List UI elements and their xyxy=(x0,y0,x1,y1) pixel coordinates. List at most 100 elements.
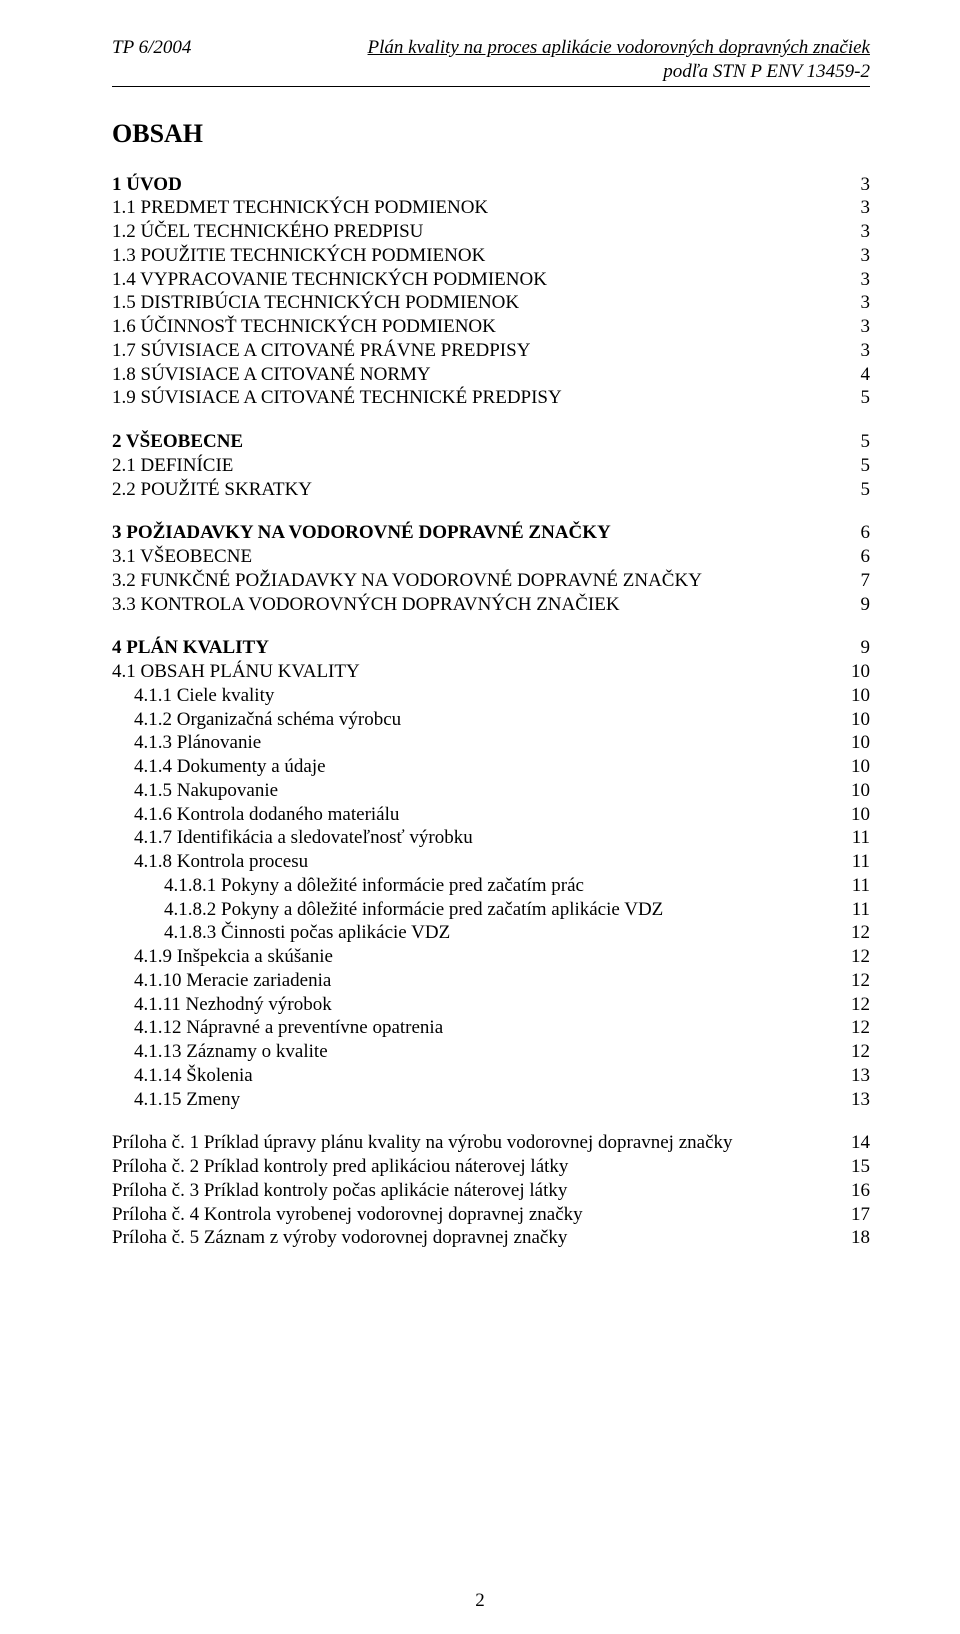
toc-row: 1.2 ÚČEL TECHNICKÉHO PREDPISU3 xyxy=(112,220,870,244)
toc-label: 4.1.6 Kontrola dodaného materiálu xyxy=(112,803,830,827)
toc-page: 11 xyxy=(830,826,870,850)
toc-page: 4 xyxy=(830,363,870,387)
toc-row: 4.1.13 Záznamy o kvalite12 xyxy=(112,1040,870,1064)
toc-row: 4.1.11 Nezhodný výrobok12 xyxy=(112,993,870,1017)
toc-page: 12 xyxy=(830,993,870,1017)
toc-row: 4.1.7 Identifikácia a sledovateľnosť výr… xyxy=(112,826,870,850)
toc-label: 1.9 SÚVISIACE A CITOVANÉ TECHNICKÉ PREDP… xyxy=(112,386,830,410)
toc-label: 3.3 KONTROLA VODOROVNÝCH DOPRAVNÝCH ZNAČ… xyxy=(112,593,830,617)
toc-row: 4.1 OBSAH PLÁNU KVALITY10 xyxy=(112,660,870,684)
toc-label: 4.1.10 Meracie zariadenia xyxy=(112,969,830,993)
appendix-page: 17 xyxy=(830,1203,870,1227)
appendix-label: Príloha č. 5 Záznam z výroby vodorovnej … xyxy=(112,1226,830,1250)
appendix-row: Príloha č. 3 Príklad kontroly počas apli… xyxy=(112,1179,870,1203)
toc-block: 2 VŠEOBECNE52.1 DEFINÍCIE52.2 POUŽITÉ SK… xyxy=(112,430,870,501)
appendix-label: Príloha č. 1 Príklad úpravy plánu kvalit… xyxy=(112,1131,830,1155)
toc-label: 2.1 DEFINÍCIE xyxy=(112,454,830,478)
toc-page: 10 xyxy=(830,731,870,755)
toc-row: 4.1.8.2 Pokyny a dôležité informácie pre… xyxy=(112,898,870,922)
toc-row: 4.1.3 Plánovanie10 xyxy=(112,731,870,755)
toc-label: 4.1.13 Záznamy o kvalite xyxy=(112,1040,830,1064)
toc-row: 1.6 ÚČINNOSŤ TECHNICKÝCH PODMIENOK3 xyxy=(112,315,870,339)
toc-row: 1.9 SÚVISIACE A CITOVANÉ TECHNICKÉ PREDP… xyxy=(112,386,870,410)
toc-label: 4.1.3 Plánovanie xyxy=(112,731,830,755)
toc-label: 4.1.2 Organizačná schéma výrobcu xyxy=(112,708,830,732)
toc-label: 3.1 VŠEOBECNE xyxy=(112,545,830,569)
toc-row: 1.3 POUŽITIE TECHNICKÝCH PODMIENOK3 xyxy=(112,244,870,268)
toc-page: 3 xyxy=(830,339,870,363)
appendix-label: Príloha č. 2 Príklad kontroly pred aplik… xyxy=(112,1155,830,1179)
toc-label: 4.1.15 Zmeny xyxy=(112,1088,830,1112)
toc-row: 4.1.5 Nakupovanie10 xyxy=(112,779,870,803)
toc-row: 4.1.1 Ciele kvality10 xyxy=(112,684,870,708)
header-right-line1: Plán kvality na proces aplikácie vodorov… xyxy=(368,36,870,60)
toc-page: 10 xyxy=(830,708,870,732)
toc-title: OBSAH xyxy=(112,119,870,149)
toc-row: 3.1 VŠEOBECNE6 xyxy=(112,545,870,569)
toc-row: 1.8 SÚVISIACE A CITOVANÉ NORMY4 xyxy=(112,363,870,387)
toc-block: 3 POŽIADAVKY NA VODOROVNÉ DOPRAVNÉ ZNAČK… xyxy=(112,521,870,616)
toc-label: 4.1.8.3 Činnosti počas aplikácie VDZ xyxy=(112,921,830,945)
toc-row: 4.1.9 Inšpekcia a skúšanie12 xyxy=(112,945,870,969)
toc-page: 3 xyxy=(830,196,870,220)
appendix-row: Príloha č. 4 Kontrola vyrobenej vodorovn… xyxy=(112,1203,870,1227)
toc-label: 1 ÚVOD xyxy=(112,173,830,197)
toc-label: 1.7 SÚVISIACE A CITOVANÉ PRÁVNE PREDPISY xyxy=(112,339,830,363)
toc-container: 1 ÚVOD31.1 PREDMET TECHNICKÝCH PODMIENOK… xyxy=(112,173,870,1112)
appendix-page: 18 xyxy=(830,1226,870,1250)
toc-page: 5 xyxy=(830,430,870,454)
toc-page: 9 xyxy=(830,636,870,660)
toc-row: 4.1.12 Nápravné a preventívne opatrenia1… xyxy=(112,1016,870,1040)
toc-row: 2.1 DEFINÍCIE5 xyxy=(112,454,870,478)
toc-label: 2 VŠEOBECNE xyxy=(112,430,830,454)
toc-row: 4.1.15 Zmeny13 xyxy=(112,1088,870,1112)
toc-label: 1.5 DISTRIBÚCIA TECHNICKÝCH PODMIENOK xyxy=(112,291,830,315)
toc-page: 12 xyxy=(830,1016,870,1040)
toc-row: 1.5 DISTRIBÚCIA TECHNICKÝCH PODMIENOK3 xyxy=(112,291,870,315)
appendix-page: 15 xyxy=(830,1155,870,1179)
appendix-row: Príloha č. 2 Príklad kontroly pred aplik… xyxy=(112,1155,870,1179)
toc-row: 3.3 KONTROLA VODOROVNÝCH DOPRAVNÝCH ZNAČ… xyxy=(112,593,870,617)
toc-label: 1.6 ÚČINNOSŤ TECHNICKÝCH PODMIENOK xyxy=(112,315,830,339)
toc-page: 5 xyxy=(830,386,870,410)
toc-label: 4.1.8.2 Pokyny a dôležité informácie pre… xyxy=(112,898,830,922)
appendix-row: Príloha č. 1 Príklad úpravy plánu kvalit… xyxy=(112,1131,870,1155)
toc-row: 1 ÚVOD3 xyxy=(112,173,870,197)
toc-page: 10 xyxy=(830,755,870,779)
toc-row: 3.2 FUNKČNÉ POŽIADAVKY NA VODOROVNÉ DOPR… xyxy=(112,569,870,593)
toc-page: 3 xyxy=(830,173,870,197)
toc-label: 4.1.8 Kontrola procesu xyxy=(112,850,830,874)
toc-page: 9 xyxy=(830,593,870,617)
toc-row: 4 PLÁN KVALITY9 xyxy=(112,636,870,660)
toc-label: 1.8 SÚVISIACE A CITOVANÉ NORMY xyxy=(112,363,830,387)
toc-label: 4.1.5 Nakupovanie xyxy=(112,779,830,803)
toc-page: 10 xyxy=(830,684,870,708)
toc-page: 10 xyxy=(830,660,870,684)
toc-row: 1.1 PREDMET TECHNICKÝCH PODMIENOK3 xyxy=(112,196,870,220)
toc-page: 12 xyxy=(830,969,870,993)
toc-row: 2 VŠEOBECNE5 xyxy=(112,430,870,454)
toc-row: 4.1.10 Meracie zariadenia12 xyxy=(112,969,870,993)
toc-page: 13 xyxy=(830,1088,870,1112)
appendix-container: Príloha č. 1 Príklad úpravy plánu kvalit… xyxy=(112,1131,870,1250)
toc-label: 3.2 FUNKČNÉ POŽIADAVKY NA VODOROVNÉ DOPR… xyxy=(112,569,830,593)
toc-label: 4 PLÁN KVALITY xyxy=(112,636,830,660)
header-right: Plán kvality na proces aplikácie vodorov… xyxy=(368,36,870,84)
page-number: 2 xyxy=(0,1590,960,1612)
toc-block: 4 PLÁN KVALITY94.1 OBSAH PLÁNU KVALITY10… xyxy=(112,636,870,1111)
toc-label: 1.2 ÚČEL TECHNICKÉHO PREDPISU xyxy=(112,220,830,244)
toc-label: 4.1.4 Dokumenty a údaje xyxy=(112,755,830,779)
toc-label: 4.1.9 Inšpekcia a skúšanie xyxy=(112,945,830,969)
toc-label: 4.1.11 Nezhodný výrobok xyxy=(112,993,830,1017)
toc-label: 3 POŽIADAVKY NA VODOROVNÉ DOPRAVNÉ ZNAČK… xyxy=(112,521,830,545)
toc-row: 4.1.8.3 Činnosti počas aplikácie VDZ12 xyxy=(112,921,870,945)
toc-page: 12 xyxy=(830,1040,870,1064)
appendix-row: Príloha č. 5 Záznam z výroby vodorovnej … xyxy=(112,1226,870,1250)
toc-page: 3 xyxy=(830,220,870,244)
toc-page: 5 xyxy=(830,478,870,502)
header-right-line2: podľa STN P ENV 13459-2 xyxy=(368,60,870,84)
toc-page: 6 xyxy=(830,545,870,569)
toc-page: 6 xyxy=(830,521,870,545)
toc-label: 1.4 VYPRACOVANIE TECHNICKÝCH PODMIENOK xyxy=(112,268,830,292)
toc-page: 12 xyxy=(830,945,870,969)
